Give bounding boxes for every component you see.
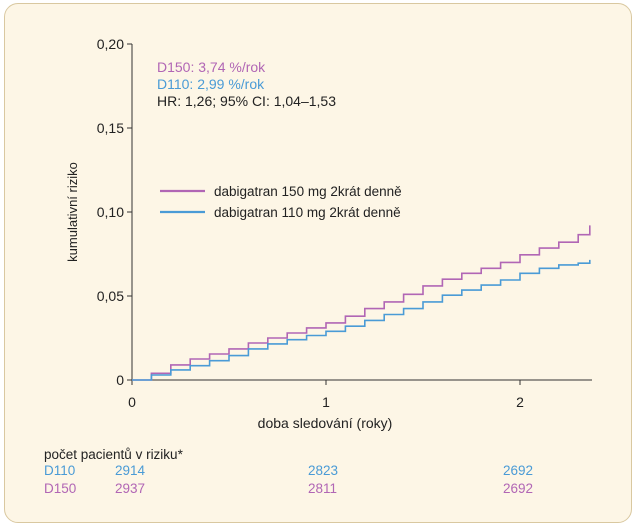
y-axis-label: kumulativní riziko	[65, 162, 80, 262]
axes: 0 0,05 0,10 0,15 0,20 0 1 2	[97, 36, 592, 410]
risk-value-d110-0: 2914	[115, 463, 146, 478]
x-axis-label: doba sledování (roky)	[258, 415, 393, 431]
series-line-d150	[132, 225, 591, 381]
risk-table-title: počet pacientů v riziku*	[44, 447, 183, 462]
series-lines	[132, 225, 591, 381]
y-tick-label: 0	[116, 372, 124, 388]
annotation-hr: HR: 1,26; 95% CI: 1,04–1,53	[157, 93, 336, 109]
x-tick-label: 0	[128, 394, 136, 410]
risk-value-d110-2: 2692	[503, 463, 534, 478]
risk-row-label-d110: D110	[44, 463, 76, 478]
y-tick-label: 0,05	[97, 288, 124, 304]
series-line-d110	[132, 259, 591, 381]
annotation-d110: D110: 2,99 %/rok	[157, 76, 265, 92]
legend-label: dabigatran 150 mg 2krát denně	[214, 184, 402, 199]
risk-value-d150-2: 2692	[503, 481, 534, 496]
x-tick-label: 2	[516, 394, 524, 410]
risk-value-d150-1: 2811	[308, 481, 338, 496]
x-tick-label: 1	[322, 394, 330, 410]
y-tick-label: 0,10	[97, 204, 124, 220]
chart-frame	[4, 3, 632, 523]
y-tick-label: 0,20	[97, 36, 124, 52]
annotation-d150: D150: 3,74 %/rok	[157, 59, 266, 75]
risk-value-d110-1: 2823	[308, 463, 339, 478]
legend: dabigatran 150 mg 2krát denně dabigatran …	[160, 184, 402, 220]
risk-row-label-d150: D150	[44, 481, 77, 496]
risk-value-d150-0: 2937	[115, 481, 146, 496]
legend-label: dabigatran 110 mg 2krát denně	[214, 205, 401, 220]
y-tick-label: 0,15	[97, 120, 124, 136]
